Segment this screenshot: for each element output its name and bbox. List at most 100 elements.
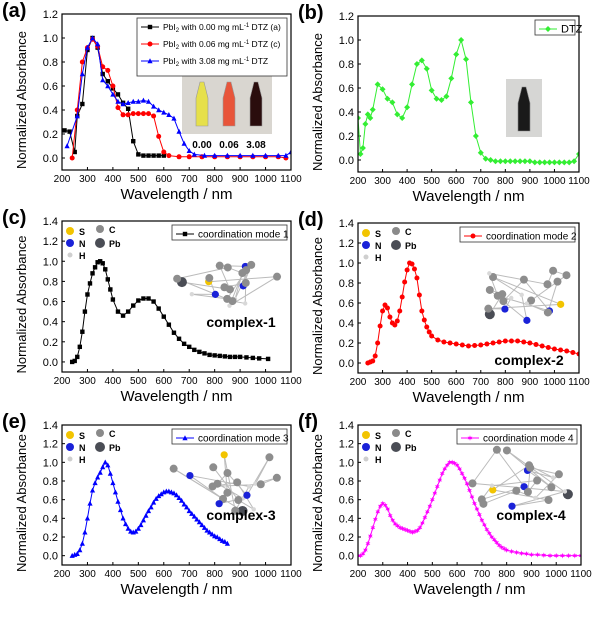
- data-point: [110, 297, 116, 302]
- data-point: [87, 281, 93, 286]
- data-point: [135, 525, 141, 531]
- data-point: [380, 308, 386, 314]
- atom: [223, 469, 232, 478]
- bond: [492, 276, 561, 305]
- atom: [265, 453, 274, 462]
- x-tick-label: 700: [181, 174, 198, 185]
- data-point: [481, 522, 487, 528]
- data-point: [444, 462, 450, 468]
- series-0: [69, 259, 271, 365]
- data-point: [212, 152, 218, 158]
- data-point: [576, 151, 579, 157]
- legend-text-part: -1: [244, 23, 250, 29]
- data-point: [404, 267, 410, 273]
- y-tick-label: 0.4: [43, 513, 58, 525]
- data-point: [462, 475, 467, 481]
- data-point: [115, 309, 121, 314]
- data-point: [419, 308, 425, 314]
- x-tick-label: 900: [232, 569, 249, 580]
- y-tick-label: 0.4: [43, 317, 58, 329]
- data-point: [491, 537, 497, 543]
- data-point: [417, 524, 423, 531]
- data-point: [140, 97, 147, 103]
- x-tick-label: 600: [155, 569, 172, 580]
- data-point: [535, 551, 541, 558]
- data-point: [463, 56, 470, 63]
- x-tick-label: 1100: [568, 176, 590, 187]
- plot-frame: [357, 424, 582, 566]
- data-point: [237, 152, 243, 158]
- data-point: [187, 344, 192, 350]
- bond: [472, 449, 498, 484]
- data-point: [141, 153, 146, 158]
- atom: [209, 463, 218, 472]
- y-tick-label: 0.4: [43, 105, 58, 117]
- data-point: [64, 143, 70, 149]
- atom: [562, 271, 571, 280]
- x-tick-label: 200: [54, 569, 71, 580]
- data-point: [120, 313, 126, 318]
- bond: [189, 475, 224, 500]
- atom: [501, 305, 509, 313]
- data-point: [524, 551, 529, 557]
- data-point: [442, 466, 448, 472]
- legend-label: DTZ: [561, 24, 583, 36]
- data-point: [428, 87, 435, 94]
- legend-box: [459, 226, 576, 243]
- data-point: [136, 298, 141, 303]
- data-point: [389, 99, 396, 106]
- atom: [211, 290, 219, 298]
- data-point: [206, 529, 213, 535]
- bond: [506, 450, 569, 495]
- atom: [487, 271, 492, 276]
- data-point: [529, 551, 534, 558]
- data-point: [467, 435, 473, 441]
- atom-legend-c-icon: [96, 225, 104, 233]
- plot-frame: [61, 424, 292, 566]
- legend-box: [171, 428, 288, 445]
- data-point: [125, 112, 131, 118]
- atom-legend-n-icon: [362, 443, 370, 451]
- data-point: [112, 489, 119, 495]
- x-tick-label: 900: [232, 376, 249, 387]
- atom: [238, 269, 247, 278]
- data-point: [97, 469, 103, 475]
- data-point: [384, 95, 391, 102]
- y-tick-label: 1.2: [43, 236, 58, 248]
- data-point: [385, 506, 391, 512]
- y-tick-label: 0.8: [339, 59, 354, 71]
- data-point: [487, 157, 494, 163]
- data-point: [512, 158, 519, 165]
- data-point: [115, 98, 121, 104]
- data-point: [412, 528, 418, 535]
- data-point: [181, 140, 187, 146]
- data-point: [176, 154, 182, 160]
- data-point: [470, 233, 476, 239]
- atom-legend-n-icon: [66, 443, 74, 451]
- data-point: [102, 459, 108, 465]
- x-tick-label: 200: [54, 174, 71, 185]
- data-point: [392, 521, 398, 527]
- atom-legend-label: H: [79, 251, 86, 261]
- data-point: [74, 551, 80, 556]
- data-point: [459, 470, 465, 477]
- data-point: [397, 524, 403, 531]
- atom-legend-c-icon: [392, 429, 400, 437]
- data-point: [556, 159, 563, 166]
- data-point: [423, 65, 430, 72]
- legend-box: [534, 19, 576, 36]
- data-point: [382, 502, 388, 509]
- data-point: [459, 342, 465, 348]
- atom: [237, 505, 248, 516]
- data-point: [545, 26, 551, 32]
- data-point: [372, 353, 378, 359]
- x-tick-label: 1000: [545, 569, 568, 580]
- legend-text-part: 2: [176, 45, 180, 51]
- data-point: [265, 356, 271, 362]
- data-point: [497, 158, 504, 165]
- x-tick-label: 1100: [280, 376, 302, 387]
- x-tick-label: 200: [54, 376, 71, 387]
- y-tick-label: 0.6: [43, 495, 58, 507]
- data-point: [166, 153, 172, 159]
- data-point: [367, 533, 373, 539]
